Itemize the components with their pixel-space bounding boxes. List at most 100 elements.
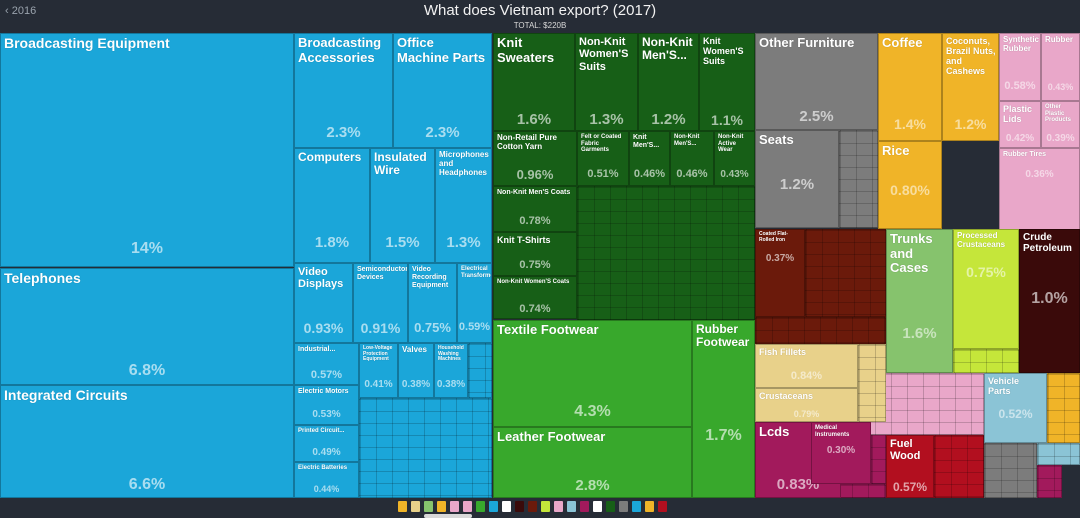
category-filter-icon[interactable] xyxy=(567,501,576,512)
treemap-tile[interactable]: Semiconductor Devices 0.91% xyxy=(353,263,408,343)
treemap-tile[interactable]: Fuel Wood 0.57% xyxy=(886,435,934,498)
tile-share: 0.51% xyxy=(587,168,619,180)
treemap-tile[interactable]: Coffee 1.4% xyxy=(878,33,942,141)
treemap-minor-tile[interactable] xyxy=(1047,373,1080,443)
category-filter-icon[interactable] xyxy=(645,501,654,512)
treemap-tile[interactable]: Printed Circuit... 0.49% xyxy=(294,425,359,462)
treemap-tile[interactable]: Crude Petroleum 1.0% xyxy=(1019,229,1080,373)
treemap-tile[interactable]: Telephones 6.8% xyxy=(0,268,294,385)
timeline-slider[interactable] xyxy=(424,514,472,518)
treemap: Broadcasting Equipment 14% Telephones 6.8% I… xyxy=(0,33,1080,498)
treemap-minor-tile[interactable] xyxy=(871,422,886,484)
treemap-tile[interactable]: Non-Knit Active Wear 0.43% xyxy=(714,131,755,186)
treemap-tile[interactable]: Rice 0.80% xyxy=(878,141,942,229)
treemap-tile[interactable]: Processed Crustaceans 0.75% xyxy=(953,229,1019,349)
treemap-tile[interactable]: Electric Batteries 0.44% xyxy=(294,462,359,498)
treemap-tile[interactable]: Computers 1.8% xyxy=(294,148,370,263)
treemap-tile[interactable]: Plastic Lids 0.42% xyxy=(999,101,1041,148)
tile-label: Non-Knit Men'S Coats xyxy=(497,189,571,196)
treemap-tile[interactable]: Knit Sweaters 1.6% xyxy=(493,33,575,131)
treemap-minor-tile[interactable] xyxy=(953,349,1019,373)
tile-label: Integrated Circuits xyxy=(4,387,128,403)
treemap-minor-tile[interactable] xyxy=(934,435,984,498)
treemap-tile[interactable]: Non-Knit Men'S... 1.2% xyxy=(638,33,699,131)
tile-share: 0.38% xyxy=(401,379,431,390)
category-filter-icon[interactable] xyxy=(606,501,615,512)
category-filter-icon[interactable] xyxy=(554,501,563,512)
treemap-tile[interactable]: Office Machine Parts 2.3% xyxy=(393,33,492,148)
treemap-tile[interactable]: Knit T-Shirts 0.75% xyxy=(493,232,577,276)
treemap-tile[interactable]: Synthetic Rubber 0.58% xyxy=(999,33,1041,101)
treemap-tile[interactable]: Leather Footwear 2.8% xyxy=(493,427,692,498)
treemap-minor-tile[interactable] xyxy=(359,398,492,498)
treemap-minor-tile[interactable] xyxy=(805,229,886,317)
category-filter-icon[interactable] xyxy=(411,501,420,512)
treemap-tile[interactable]: Non-Knit Women'S Coats 0.74% xyxy=(493,276,577,319)
treemap-tile[interactable]: Valves 0.38% xyxy=(398,343,434,398)
category-filter-icon[interactable] xyxy=(489,501,498,512)
treemap-tile[interactable]: Rubber 0.43% xyxy=(1041,33,1080,101)
treemap-tile[interactable]: Knit Men'S... 0.46% xyxy=(629,131,670,186)
treemap-tile[interactable]: Other Furniture 2.5% xyxy=(755,33,878,130)
treemap-tile[interactable]: Non-Knit Women'S Suits 1.3% xyxy=(575,33,638,131)
category-filter-icon[interactable] xyxy=(450,501,459,512)
category-icon-bar xyxy=(0,498,1080,518)
category-filter-icon[interactable] xyxy=(541,501,550,512)
category-filter-icon[interactable] xyxy=(528,501,537,512)
treemap-minor-tile[interactable] xyxy=(755,317,886,344)
treemap-minor-tile[interactable] xyxy=(984,443,1037,498)
back-year-link[interactable]: ‹ 2016 xyxy=(5,5,37,17)
treemap-tile[interactable]: Video Displays 0.93% xyxy=(294,263,353,343)
treemap-tile[interactable]: Non-Knit Men'S... 0.46% xyxy=(670,131,714,186)
treemap-tile[interactable]: Coconuts, Brazil Nuts, and Cashews 1.2% xyxy=(942,33,999,141)
treemap-tile[interactable]: Seats 1.2% xyxy=(755,130,839,228)
category-filter-icon[interactable] xyxy=(502,501,511,512)
treemap-tile[interactable]: Microphones and Headphones 1.3% xyxy=(435,148,492,263)
treemap-tile[interactable]: Broadcasting Equipment 14% xyxy=(0,33,294,267)
tile-label: Electric Motors xyxy=(298,388,349,395)
treemap-tile[interactable]: Textile Footwear 4.3% xyxy=(493,320,692,427)
treemap-tile[interactable]: Coated Flat-Rolled Iron 0.37% xyxy=(755,229,805,317)
category-filter-icon[interactable] xyxy=(424,501,433,512)
category-filter-icon[interactable] xyxy=(632,501,641,512)
treemap-tile[interactable]: Non-Retail Pure Cotton Yarn 0.96% xyxy=(493,131,577,186)
treemap-tile[interactable]: Video Recording Equipment 0.75% xyxy=(408,263,457,343)
treemap-tile[interactable]: Integrated Circuits 6.6% xyxy=(0,385,294,498)
treemap-tile[interactable]: Low-Voltage Protection Equipment 0.41% xyxy=(359,343,398,398)
category-filter-icon[interactable] xyxy=(580,501,589,512)
category-filter-icon[interactable] xyxy=(515,501,524,512)
treemap-minor-tile[interactable] xyxy=(1037,443,1080,465)
treemap-minor-tile[interactable] xyxy=(839,130,878,228)
treemap-tile[interactable]: Rubber Footwear 1.7% xyxy=(692,320,755,498)
tile-share: 0.43% xyxy=(720,169,749,180)
treemap-tile[interactable]: Fish Fillets 0.84% xyxy=(755,344,858,388)
category-filter-icon[interactable] xyxy=(658,501,667,512)
category-filter-icon[interactable] xyxy=(593,501,602,512)
treemap-tile[interactable]: Non-Knit Men'S Coats 0.78% xyxy=(493,186,577,232)
tile-share: 0.57% xyxy=(892,480,928,494)
category-filter-icon[interactable] xyxy=(476,501,485,512)
treemap-minor-tile[interactable] xyxy=(468,343,492,398)
treemap-tile[interactable]: Trunks and Cases 1.6% xyxy=(886,229,953,373)
treemap-tile[interactable]: Insulated Wire 1.5% xyxy=(370,148,435,263)
category-filter-icon[interactable] xyxy=(398,501,407,512)
treemap-tile[interactable]: Industrial... 0.57% xyxy=(294,343,359,385)
treemap-minor-tile[interactable] xyxy=(577,186,755,320)
tile-share: 1.2% xyxy=(779,176,815,193)
treemap-tile[interactable]: Broadcasting Accessories 2.3% xyxy=(294,33,393,148)
treemap-tile[interactable]: Household Washing Machines 0.38% xyxy=(434,343,468,398)
treemap-tile[interactable]: Vehicle Parts 0.52% xyxy=(984,373,1047,443)
treemap-tile[interactable]: Felt or Coated Fabric Garments 0.51% xyxy=(577,131,629,186)
treemap-tile[interactable]: Crustaceans 0.79% xyxy=(755,388,858,422)
treemap-tile[interactable]: Other Plastic Products 0.39% xyxy=(1041,101,1080,148)
treemap-minor-tile[interactable] xyxy=(1037,465,1062,498)
treemap-tile[interactable]: Knit Women'S Suits 1.1% xyxy=(699,33,755,131)
treemap-tile[interactable]: Electric Motors 0.53% xyxy=(294,385,359,425)
category-filter-icon[interactable] xyxy=(463,501,472,512)
treemap-tile[interactable]: Electrical Transformers 0.59% xyxy=(457,263,492,343)
category-filter-icon[interactable] xyxy=(619,501,628,512)
treemap-tile[interactable]: Rubber Tires 0.36% xyxy=(999,148,1080,230)
category-filter-icon[interactable] xyxy=(437,501,446,512)
treemap-tile[interactable]: Medical Instruments 0.30% xyxy=(811,422,871,484)
treemap-minor-tile[interactable] xyxy=(858,344,886,422)
